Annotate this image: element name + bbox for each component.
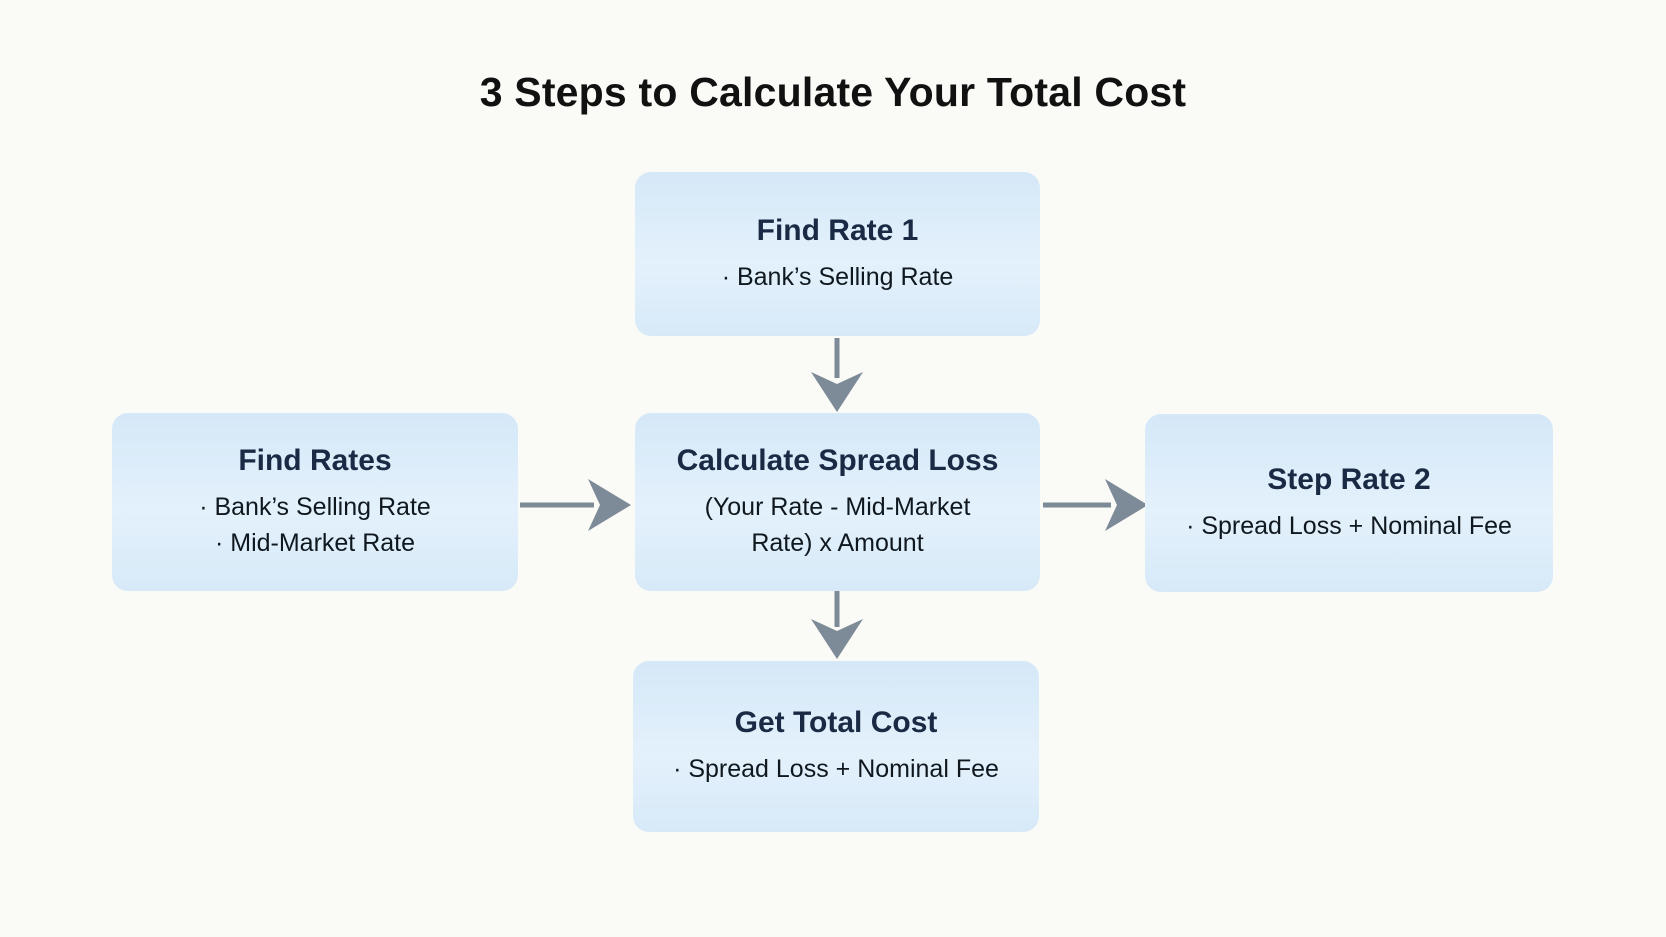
node-step-rate-2: Step Rate 2 · Spread Loss + Nominal Fee [1145,414,1553,592]
node-get-total-cost-title: Get Total Cost [734,706,938,740]
node-find-rates-line-2: · Mid-Market Rate [214,528,416,557]
node-find-rates-line-1: · Bank’s Selling Rate [199,493,431,521]
node-step-rate-2-line: · Spread Loss + Nominal Fee [1186,511,1512,540]
arrow-right-center-to-right-icon [1043,479,1148,531]
node-step-rate-2-title: Step Rate 2 [1267,462,1431,496]
node-get-total-cost: Get Total Cost · Spread Loss + Nominal F… [633,661,1039,832]
node-calculate-spread-loss: Calculate Spread Loss (Your Rate - Mid-M… [635,413,1040,591]
node-get-total-cost-line: · Spread Loss + Nominal Fee [673,755,999,784]
node-calculate-spread-loss-title: Calculate Spread Loss [676,444,999,477]
node-find-rate-1-title: Find Rate 1 [756,213,919,247]
arrow-down-top-to-center-icon [811,338,863,412]
node-find-rate-1: Find Rate 1 · Bank’s Selling Rate [635,172,1040,336]
node-find-rates-title: Find Rates [238,444,392,477]
arrow-right-left-to-center-icon [520,479,631,531]
node-find-rate-1-line: · Bank’s Selling Rate [721,262,954,291]
node-find-rates: Find Rates · Bank’s Selling Rate · Mid-M… [112,413,518,591]
node-calculate-spread-loss-formula: (Your Rate - Mid-Market Rate) x Amount [704,493,971,557]
arrow-down-center-to-bottom-icon [811,591,863,659]
diagram-title: 3 Steps to Calculate Your Total Cost [479,69,1187,115]
